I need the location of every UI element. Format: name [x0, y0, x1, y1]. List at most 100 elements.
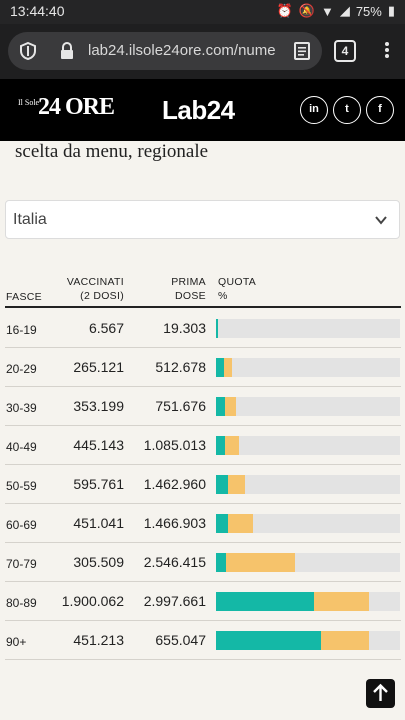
quota-bar-vaccinati	[216, 631, 321, 650]
cell-vaccinati: 6.567	[88, 320, 124, 336]
quota-bar	[216, 553, 400, 572]
status-bar: 13:44:40 ⏰ 🔕 ▼ ◢ 75% ▮	[0, 0, 405, 24]
cell-vaccinati: 265.121	[73, 359, 124, 375]
cell-prima-dose: 1.462.960	[143, 476, 206, 492]
table-row: 70-79 305.509 2.546.415	[0, 543, 405, 582]
cell-vaccinati: 595.761	[73, 476, 124, 492]
table-row: 16-19 6.567 19.303	[0, 309, 405, 348]
site-header: Il Sole 24 ORE Lab24 in t f	[0, 79, 405, 141]
row-divider	[5, 542, 401, 543]
quota-bar	[216, 436, 400, 455]
quota-bar-vaccinati	[216, 592, 314, 611]
quota-bar-vaccinati	[216, 514, 228, 533]
header-quota: QUOTA %	[218, 275, 256, 303]
status-time: 13:44:40	[10, 3, 65, 19]
cell-fascia: 70-79	[6, 557, 37, 571]
quota-bar-vaccinati	[216, 436, 225, 455]
header-fasce: FASCE	[6, 291, 42, 303]
facebook-icon[interactable]: f	[366, 96, 394, 124]
region-select-value: Italia	[13, 211, 47, 228]
cell-fascia: 90+	[6, 635, 27, 649]
cell-prima-dose: 19.303	[163, 320, 206, 336]
cell-vaccinati: 451.041	[73, 515, 124, 531]
header-divider	[5, 306, 401, 308]
header-quota-line1: QUOTA	[218, 276, 257, 288]
quota-bar	[216, 514, 400, 533]
header-vaccinati-line1: VACCINATI	[66, 276, 124, 288]
table-row: 40-49 445.143 1.085.013	[0, 426, 405, 465]
chevron-down-icon	[375, 216, 387, 225]
logo-small-text: Il Sole	[18, 98, 40, 107]
quota-bar	[216, 475, 400, 494]
header-quota-line2: %	[218, 290, 228, 302]
cell-prima-dose: 1.466.903	[143, 515, 206, 531]
cell-vaccinati: 353.199	[73, 398, 124, 414]
battery-icon: ▮	[387, 3, 395, 18]
reader-mode-icon[interactable]	[294, 42, 310, 60]
cell-vaccinati: 451.213	[73, 632, 124, 648]
cell-prima-dose: 1.085.013	[143, 437, 206, 453]
battery-label: 75%	[355, 3, 382, 19]
table-row: 90+ 451.213 655.047	[0, 621, 405, 660]
cell-fascia: 50-59	[6, 479, 37, 493]
status-icons: ⏰ 🔕 ▼ ◢ 75% ▮	[277, 3, 395, 19]
cell-vaccinati: 305.509	[73, 554, 124, 570]
cell-fascia: 80-89	[6, 596, 37, 610]
quota-bar-vaccinati	[216, 358, 224, 377]
cell-fascia: 20-29	[6, 362, 37, 376]
row-divider	[5, 503, 401, 504]
cell-prima-dose: 512.678	[155, 359, 206, 375]
cell-prima-dose: 2.997.661	[143, 593, 206, 609]
cell-fascia: 30-39	[6, 401, 37, 415]
lab24-logo[interactable]: Lab24	[162, 95, 235, 125]
quota-bar	[216, 358, 400, 377]
quota-bar	[216, 631, 400, 650]
header-prima-dose: PRIMA DOSE	[140, 275, 206, 303]
header-vaccinati: VACCINATI (2 DOSI)	[58, 275, 124, 303]
quota-bar	[216, 319, 400, 338]
row-divider	[5, 620, 401, 621]
twitter-icon[interactable]: t	[333, 96, 361, 124]
row-divider	[5, 386, 401, 387]
row-divider	[5, 581, 401, 582]
linkedin-icon[interactable]: in	[300, 96, 328, 124]
alarm-icon: ⏰	[276, 3, 293, 18]
table-row: 30-39 353.199 751.676	[0, 387, 405, 426]
quota-bar-vaccinati	[216, 397, 225, 416]
quota-bar-vaccinati	[216, 475, 228, 494]
row-divider	[5, 347, 401, 348]
mute-icon: 🔕	[298, 3, 315, 18]
table-row: 80-89 1.900.062 2.997.661	[0, 582, 405, 621]
cell-prima-dose: 655.047	[155, 632, 206, 648]
cell-prima-dose: 2.546.415	[143, 554, 206, 570]
quota-bar-prima-dose	[216, 553, 295, 572]
header-vaccinati-line2: (2 DOSI)	[80, 290, 124, 302]
url-text[interactable]: lab24.ilsole24ore.com/nume	[88, 42, 276, 59]
address-bar[interactable]: lab24.ilsole24ore.com/nume	[8, 32, 322, 70]
arrow-up-icon	[373, 683, 388, 701]
cell-prima-dose: 751.676	[155, 398, 206, 414]
header-prima-line1: PRIMA	[171, 276, 206, 288]
lock-icon[interactable]	[60, 42, 74, 60]
row-divider	[5, 659, 401, 660]
quota-bar	[216, 397, 400, 416]
more-options-icon[interactable]	[378, 40, 396, 62]
table-row: 60-69 451.041 1.466.903	[0, 504, 405, 543]
cell-fascia: 40-49	[6, 440, 37, 454]
quota-bar-vaccinati	[216, 319, 218, 338]
browser-toolbar: lab24.ilsole24ore.com/nume 4	[0, 24, 405, 79]
row-divider	[5, 425, 401, 426]
shield-icon[interactable]	[20, 42, 36, 60]
wifi-icon: ▼	[320, 3, 334, 19]
tab-switcher-button[interactable]: 4	[334, 40, 356, 62]
region-select[interactable]: Italia	[5, 200, 400, 239]
cell-fascia: 16-19	[6, 323, 37, 337]
logo-big-text: 24 ORE	[38, 94, 115, 120]
signal-icon: ◢	[339, 3, 350, 18]
quota-bar	[216, 592, 400, 611]
table-row: 50-59 595.761 1.462.960	[0, 465, 405, 504]
scroll-to-top-button[interactable]	[366, 679, 395, 708]
section-subtitle: scelta da menu, regionale	[15, 141, 209, 162]
header-prima-line2: DOSE	[175, 290, 206, 302]
row-divider	[5, 464, 401, 465]
